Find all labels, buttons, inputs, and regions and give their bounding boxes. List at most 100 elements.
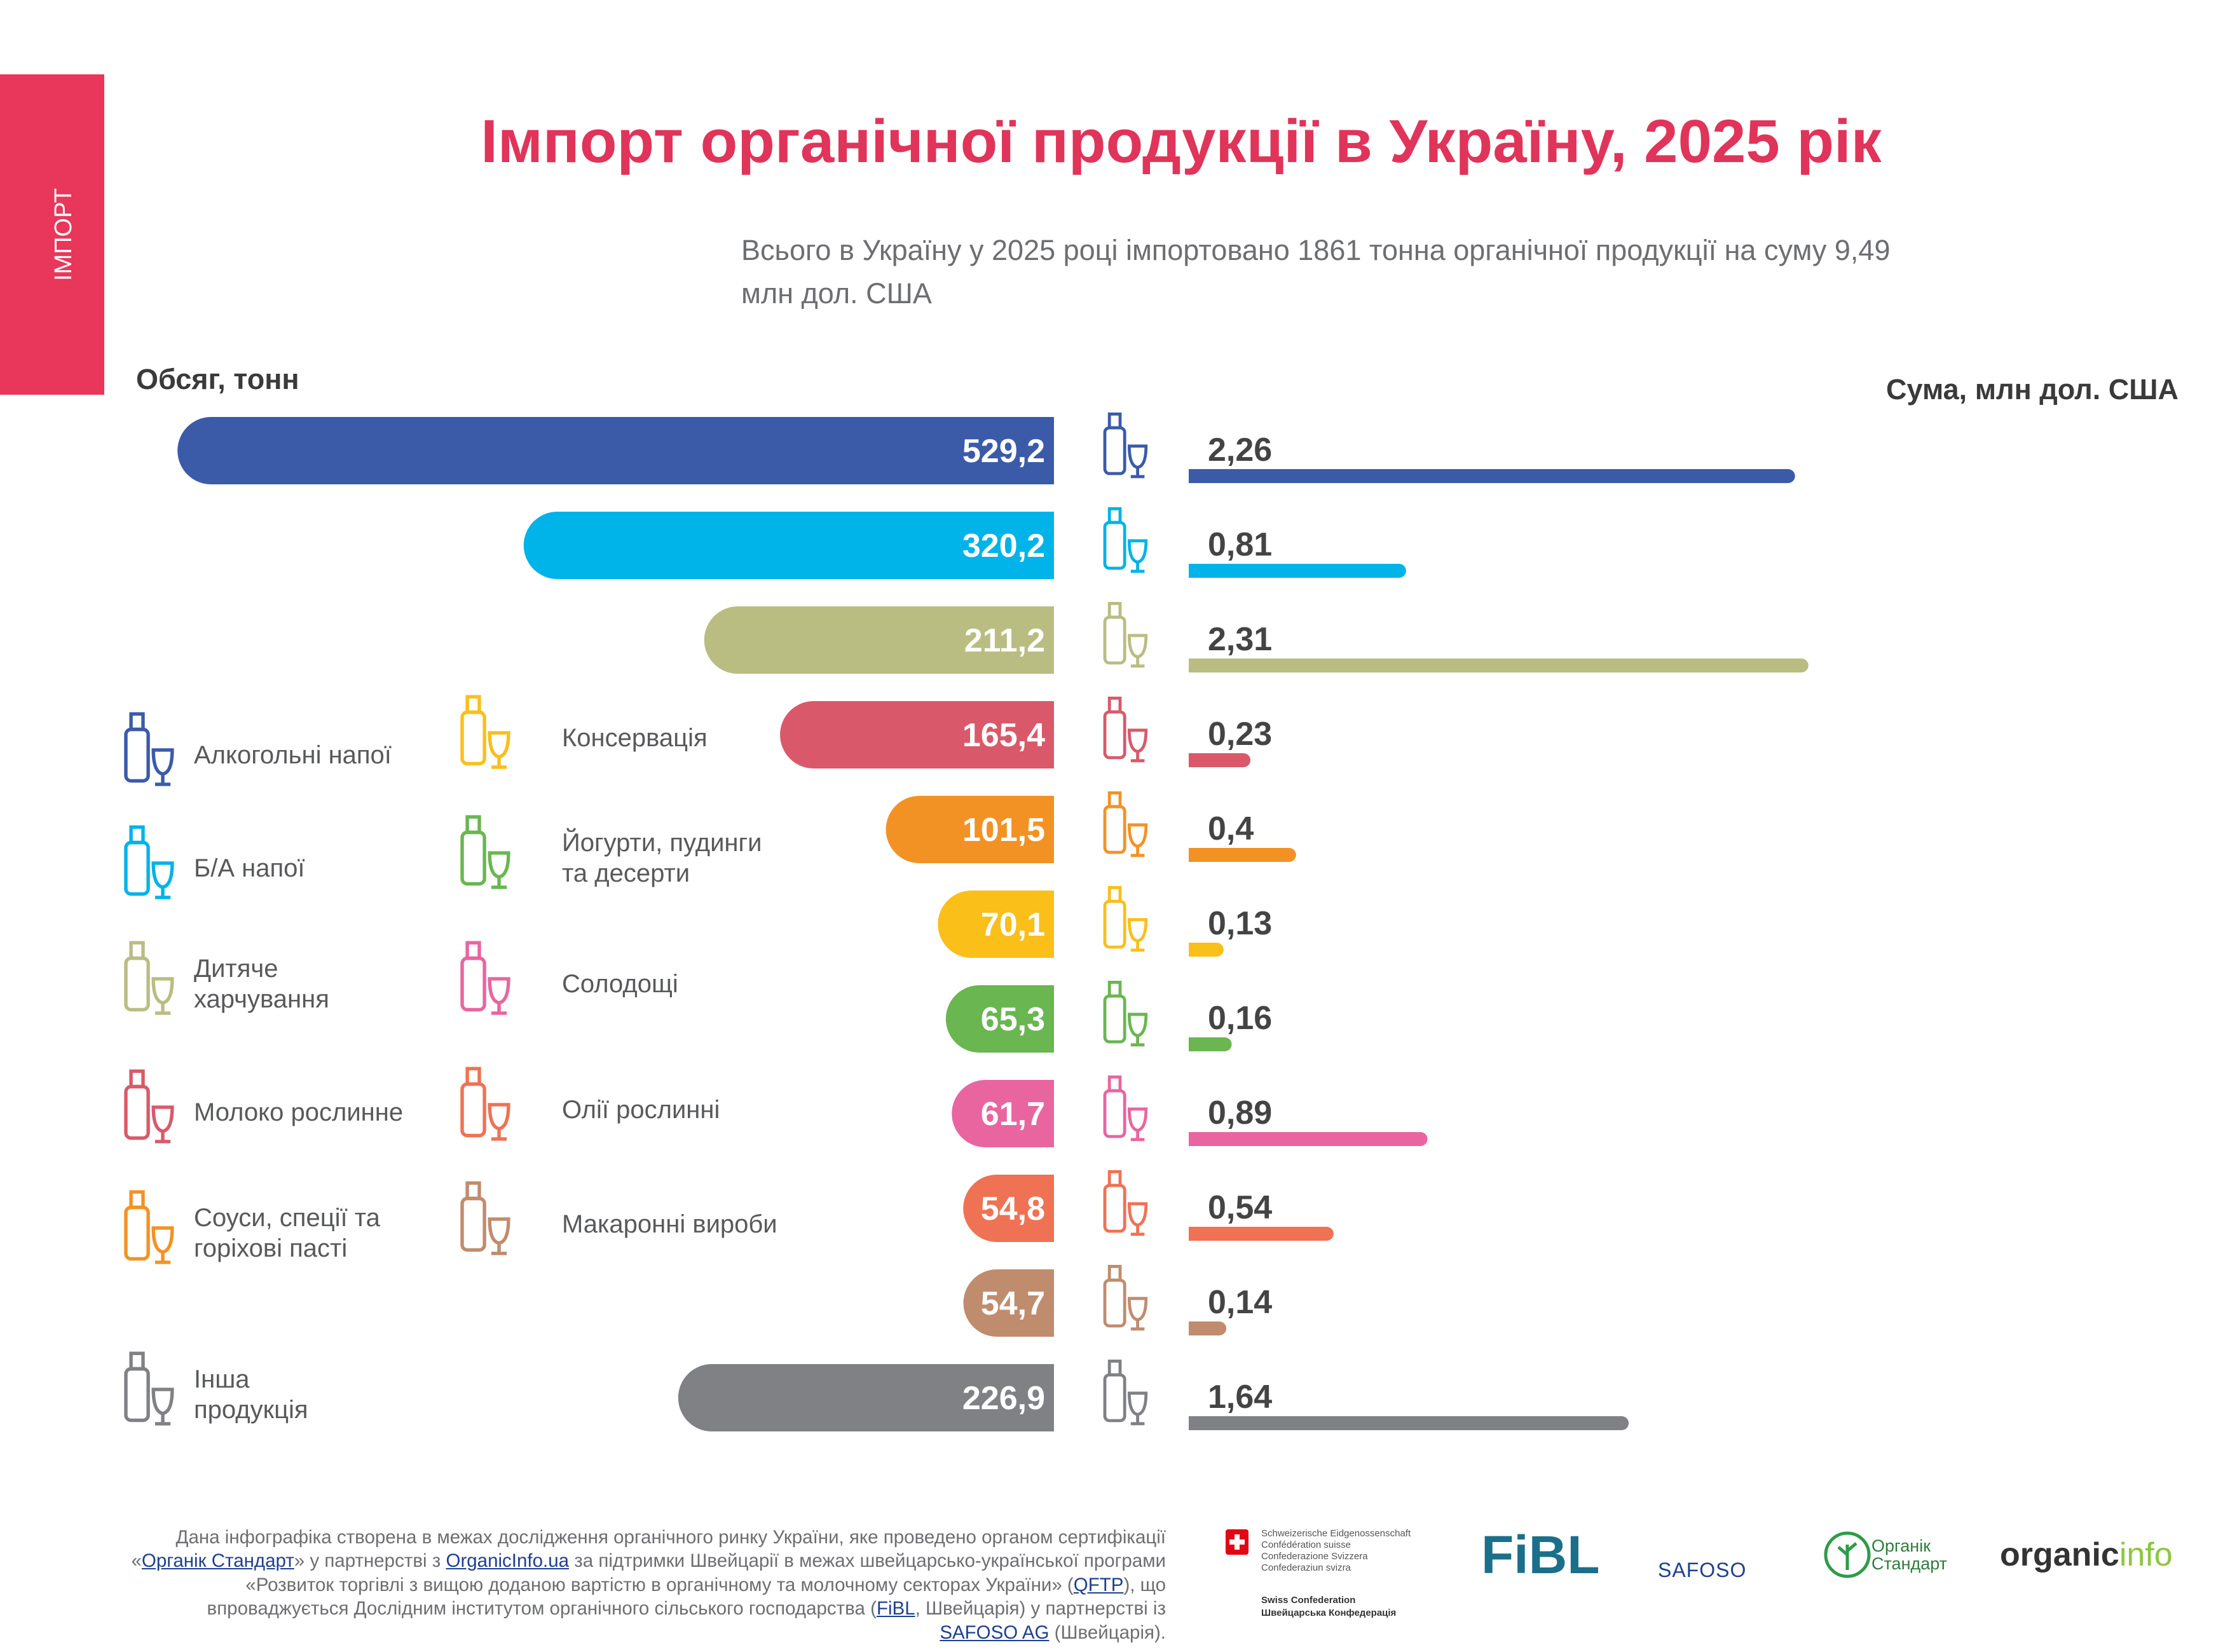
icon-shape	[1127, 1297, 1148, 1331]
icon-shape	[460, 830, 486, 886]
icon	[1103, 1359, 1148, 1426]
icon-shape	[129, 941, 145, 960]
value-label-right: 0,89	[1208, 1095, 1272, 1131]
icon-shape	[1107, 1075, 1122, 1093]
icon	[124, 825, 174, 899]
icon-shape	[1127, 1013, 1148, 1047]
icon-shape	[465, 941, 481, 960]
icon-shape	[1107, 885, 1122, 903]
value-label-right: 0,4	[1208, 810, 1254, 847]
icon-shape	[488, 851, 510, 889]
value-label-left: 54,8	[981, 1191, 1045, 1227]
footer-link: FiBL	[876, 1598, 915, 1620]
icon-shape	[124, 956, 150, 1012]
icon-shape	[1103, 899, 1126, 949]
icon-shape	[124, 1084, 150, 1140]
legend-label: Олії рослинні	[562, 1096, 720, 1124]
icon-shape	[1103, 1278, 1126, 1328]
icon-shape	[151, 977, 174, 1015]
value-label-right: 0,13	[1208, 905, 1272, 942]
legend-label: Алкогольні напої	[194, 741, 392, 769]
icon-shape	[465, 1181, 481, 1201]
footer-link: QFTP	[1073, 1574, 1124, 1595]
value-label-left: 529,2	[962, 433, 1045, 470]
icon	[460, 1181, 510, 1255]
icon-shape	[129, 1351, 145, 1371]
icon-shape	[488, 1217, 510, 1255]
legend-label: Консервація	[562, 724, 708, 752]
value-label-left: 165,4	[962, 717, 1045, 754]
bar-right	[1189, 564, 1406, 578]
icon-shape	[460, 1196, 486, 1252]
icon	[460, 815, 510, 889]
bar-right	[1189, 1132, 1428, 1146]
icon-shape	[1127, 728, 1148, 763]
swiss-line: Confederazione Svizzera	[1261, 1551, 1368, 1562]
icon-shape	[151, 1105, 174, 1143]
icon-shape	[1127, 1107, 1148, 1142]
icon-shape	[460, 710, 486, 766]
icon-shape	[1107, 507, 1122, 524]
value-label-right: 2,26	[1208, 432, 1272, 468]
legend-label: Б/А напої	[194, 854, 305, 882]
side-tab	[0, 74, 104, 395]
icon	[124, 941, 174, 1015]
axis-label-right: Сума, млн дол. США	[1886, 373, 2179, 406]
icon-shape	[1103, 1089, 1126, 1138]
legend-label: Дитяче харчування	[194, 955, 329, 1013]
icon-shape	[1127, 539, 1148, 573]
icon-shape	[1103, 521, 1126, 570]
icon-shape	[1103, 615, 1126, 665]
icon-shape	[151, 1226, 174, 1264]
footer-link: SAFOSO AG	[940, 1621, 1050, 1643]
icon	[124, 1190, 174, 1264]
footer-text: Дана інфографіка створена в межах дослід…	[131, 1527, 1166, 1572]
bar-right	[1189, 469, 1795, 483]
swiss-text: Schweizerische Eidgenossenschaft Confédér…	[1261, 1528, 1411, 1574]
value-label-left: 65,3	[981, 1001, 1045, 1038]
icon-shape	[460, 956, 486, 1012]
footer-link: OrganicInfo.ua	[446, 1550, 570, 1572]
value-label-right: 0,23	[1208, 716, 1272, 753]
icon	[1103, 1170, 1148, 1236]
organicinfo-logo: organicinfo	[2000, 1536, 2173, 1574]
icon	[124, 712, 174, 786]
icon-shape	[1103, 710, 1126, 760]
icon-shape	[124, 1367, 150, 1423]
bar-left	[963, 1175, 1054, 1242]
icon-shape	[1127, 634, 1148, 668]
footer-text: » у партнерстві з	[294, 1550, 446, 1572]
value-label-left: 54,7	[981, 1285, 1045, 1322]
bar-left	[886, 796, 1054, 863]
icon-shape	[124, 1205, 150, 1261]
swiss-cross	[1229, 1534, 1245, 1550]
icon	[460, 941, 510, 1015]
value-label-left: 101,5	[962, 812, 1045, 849]
bar-left	[523, 512, 1054, 579]
os-logo-tree	[1837, 1542, 1857, 1570]
icon-shape	[129, 825, 145, 845]
icon-shape	[465, 695, 481, 714]
icon	[1103, 507, 1148, 573]
icon-shape	[1107, 1359, 1122, 1377]
value-label-right: 2,31	[1208, 621, 1272, 658]
icon	[1103, 885, 1148, 952]
swiss-en: Swiss Confederation	[1261, 1595, 1356, 1606]
swiss-line: Schweizerische Eidgenossenschaft	[1261, 1528, 1411, 1539]
bar-left	[952, 1080, 1054, 1147]
icon-shape	[1107, 412, 1122, 430]
icon-shape	[1107, 696, 1122, 714]
bar-left	[945, 985, 1054, 1053]
icon-shape	[1127, 918, 1148, 952]
icon	[1103, 1075, 1148, 1142]
bar-left	[177, 417, 1054, 484]
subtitle: Всього в Україну у 2025 році імпортовано…	[741, 234, 1891, 310]
icon-shape	[1127, 1391, 1148, 1426]
icon	[1103, 601, 1148, 668]
value-label-right: 0,81	[1208, 526, 1272, 563]
side-label: ІМПОРТ	[50, 188, 77, 281]
bar-right	[1189, 943, 1224, 957]
icon-shape	[460, 1082, 486, 1138]
legend-label: Соуси, спеції та горіхові пасті	[194, 1204, 380, 1262]
